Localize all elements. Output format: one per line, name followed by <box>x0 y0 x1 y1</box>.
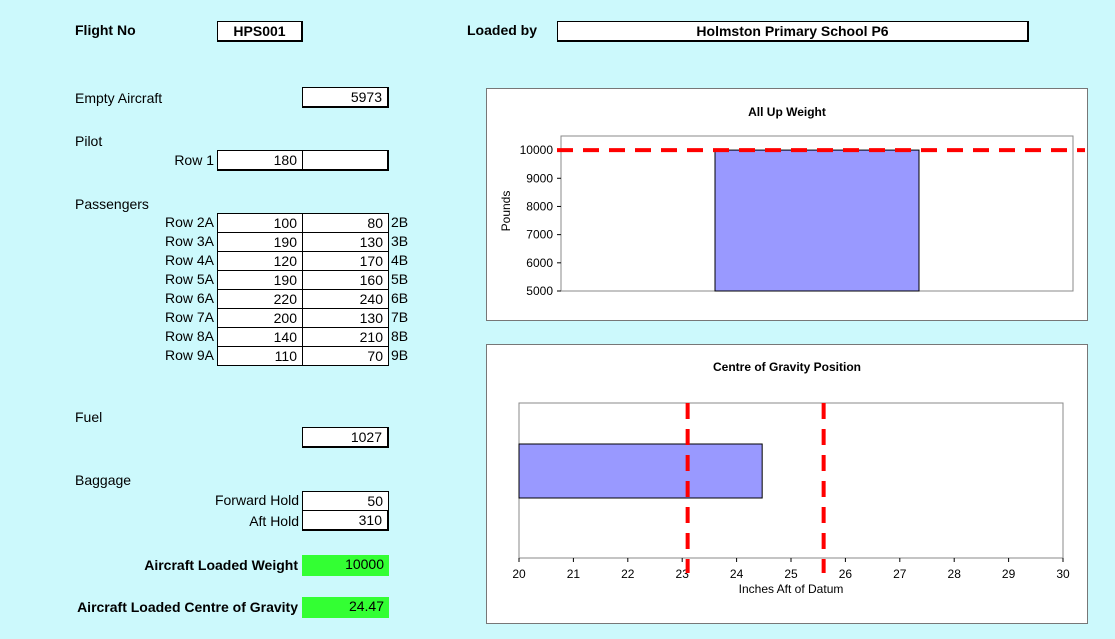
loaded-cg-label: Aircraft Loaded Centre of Gravity <box>77 599 298 615</box>
weight-chart: All Up Weight Pounds 5000 6000 7000 8000 900… <box>499 105 1085 298</box>
passenger-seat-a-field[interactable]: 200 <box>217 308 303 328</box>
passenger-row-b-label: 2B <box>391 214 409 230</box>
passenger-seat-a-field[interactable]: 100 <box>217 213 303 233</box>
pilot-label: Pilot <box>75 133 103 149</box>
passenger-row-b-label: 5B <box>391 271 409 287</box>
y-tick-label: 8000 <box>526 199 553 213</box>
passenger-row-b-label: 9B <box>391 347 409 363</box>
passenger-row-label: Row 6A <box>164 290 214 306</box>
x-tick-label: 24 <box>730 567 744 581</box>
loaded-weight-value: 10000 <box>302 555 389 576</box>
flight-no-field[interactable]: HPS001 <box>217 21 303 42</box>
y-tick-label: 9000 <box>526 171 553 185</box>
loaded-by-field[interactable]: Holmston Primary School P6 <box>557 21 1029 42</box>
passenger-seat-a-field[interactable]: 110 <box>217 346 303 366</box>
x-tick-label: 26 <box>839 567 853 581</box>
loaded-cg-value: 24.47 <box>302 597 389 618</box>
passenger-seat-a-field[interactable]: 190 <box>217 270 303 290</box>
aft-hold-label: Aft Hold <box>249 513 299 529</box>
passengers-label: Passengers <box>75 196 149 212</box>
cg-bar <box>518 443 763 499</box>
passenger-row-b-label: 4B <box>391 252 409 268</box>
x-tick-label: 27 <box>893 567 907 581</box>
baggage-label: Baggage <box>75 472 132 488</box>
empty-aircraft-label: Empty Aircraft <box>75 90 163 106</box>
passenger-row-label: Row 5A <box>164 271 214 287</box>
passenger-seat-a-field[interactable]: 190 <box>217 232 303 252</box>
forward-hold-label: Forward Hold <box>214 492 299 508</box>
x-tick-label: 22 <box>621 567 635 581</box>
passenger-seat-b-field[interactable]: 170 <box>302 251 389 271</box>
x-tick-label: 28 <box>948 567 962 581</box>
passenger-row-label: Row 2A <box>164 214 214 230</box>
weight-chart-ylabel: Pounds <box>499 191 513 232</box>
passenger-seat-b-field[interactable]: 240 <box>302 289 389 309</box>
cg-chart: Centre of Gravity Position 20 21 22 23 24 25 2… <box>512 360 1070 596</box>
passenger-seat-b-field[interactable]: 70 <box>302 346 389 366</box>
passenger-seat-b-field[interactable]: 80 <box>302 213 389 233</box>
y-tick-label: 10000 <box>520 143 554 157</box>
loaded-by-label: Loaded by <box>467 22 538 38</box>
weight-chart-panel: All Up Weight Pounds 5000 6000 7000 8000 900… <box>486 88 1088 321</box>
passenger-row-b-label: 3B <box>391 233 409 249</box>
cg-chart-title: Centre of Gravity Position <box>713 360 861 374</box>
x-tick-label: 30 <box>1056 567 1070 581</box>
passenger-seat-b-field[interactable]: 210 <box>302 327 389 347</box>
passenger-row-label: Row 7A <box>164 309 214 325</box>
x-tick-label: 20 <box>512 567 526 581</box>
passenger-row-label: Row 3A <box>164 233 214 249</box>
pilot-row-label: Row 1 <box>174 152 214 168</box>
x-tick-label: 21 <box>567 567 581 581</box>
loaded-weight-label: Aircraft Loaded Weight <box>144 557 298 573</box>
x-tick-label: 25 <box>784 567 798 581</box>
passenger-row-label: Row 4A <box>164 252 214 268</box>
y-tick-label: 7000 <box>526 228 553 242</box>
y-tick-label: 6000 <box>526 256 553 270</box>
fuel-field[interactable]: 1027 <box>302 427 389 448</box>
passenger-seat-b-field[interactable]: 130 <box>302 232 389 252</box>
pilot-seat-b-field[interactable] <box>302 150 389 171</box>
weight-bar <box>714 149 920 292</box>
passenger-seat-a-field[interactable]: 220 <box>217 289 303 309</box>
weight-chart-title: All Up Weight <box>748 105 826 119</box>
aft-hold-field[interactable]: 310 <box>302 510 389 531</box>
x-tick-label: 29 <box>1002 567 1016 581</box>
passenger-seat-a-field[interactable]: 140 <box>217 327 303 347</box>
forward-hold-field[interactable]: 50 <box>302 491 389 511</box>
pilot-seat-a-field[interactable]: 180 <box>217 150 303 171</box>
passenger-row-b-label: 8B <box>391 328 409 344</box>
y-tick-label: 5000 <box>526 284 553 298</box>
passenger-row-label: Row 9A <box>164 347 214 363</box>
passenger-row-b-label: 7B <box>391 309 409 325</box>
flight-no-label: Flight No <box>75 22 136 38</box>
passenger-seat-a-field[interactable]: 120 <box>217 251 303 271</box>
fuel-label: Fuel <box>75 409 103 425</box>
cg-chart-panel: Centre of Gravity Position 20 21 22 23 24 25 2… <box>486 344 1088 624</box>
passenger-row-b-label: 6B <box>391 290 409 306</box>
passenger-seat-b-field[interactable]: 130 <box>302 308 389 328</box>
passenger-row-label: Row 8A <box>164 328 214 344</box>
passenger-seat-b-field[interactable]: 160 <box>302 270 389 290</box>
cg-chart-xlabel: Inches Aft of Datum <box>739 582 844 596</box>
empty-aircraft-field[interactable]: 5973 <box>302 87 389 108</box>
